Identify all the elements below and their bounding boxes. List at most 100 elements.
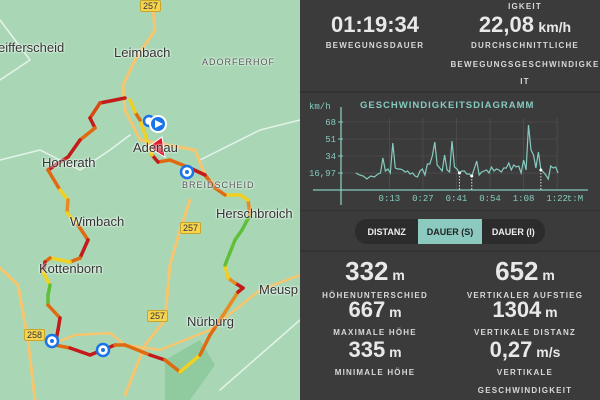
road-258 — [0, 266, 37, 400]
stat-value: 335 m — [300, 337, 450, 363]
stat-value: 332 m — [300, 256, 450, 287]
route-segment — [156, 158, 172, 164]
route-segment — [58, 188, 70, 202]
route-segment — [48, 256, 72, 264]
stat-unit: m — [388, 267, 405, 283]
speed-chart[interactable]: GESCHWINDIGKEITSDIAGRAMM km/h 0:13 0:27 0:… — [300, 95, 600, 210]
road-shield: 257 — [147, 310, 169, 322]
stat-value: 0,27 m/s — [450, 337, 600, 363]
forest — [165, 340, 215, 400]
route-segment — [66, 138, 82, 159]
place-label: Honerath — [42, 155, 96, 170]
stat-unit: m — [538, 267, 555, 283]
x-tick-label: 0:41 — [446, 194, 468, 204]
divider — [300, 210, 600, 211]
stat-number: 0,27 — [489, 337, 533, 362]
route-segment — [123, 343, 152, 357]
place-label: Kottenborn — [39, 261, 103, 276]
route-segment — [246, 198, 252, 217]
avg-speed-label: IT — [520, 77, 530, 86]
place-label: Herschbroich — [216, 206, 293, 221]
x-tick-label: 1:22 — [546, 194, 568, 204]
segment-distance[interactable]: DISTANZ — [367, 226, 406, 237]
stat-label: HÖHENUNTERSCHIED — [322, 291, 428, 300]
stat-unit: m — [541, 304, 558, 320]
stat-unit: m — [385, 304, 402, 320]
avg-speed-unit: km/h — [538, 19, 572, 35]
segment-duration-i[interactable]: DAUER (I) — [491, 226, 535, 237]
route-segment — [46, 168, 62, 192]
y-tick-label: 34 — [325, 152, 336, 162]
duration-label: BEWEGUNGSDAUER — [325, 41, 425, 50]
route-segment — [128, 98, 137, 114]
place-label: Meusp — [259, 282, 299, 297]
place-label: Wimbach — [70, 214, 125, 229]
route-segment — [88, 101, 102, 120]
route-segment — [163, 358, 182, 374]
route-segment — [213, 186, 227, 197]
stat-label: VERTIKALE — [496, 368, 554, 377]
x-tick-label: 0:27 — [412, 194, 434, 204]
stat-number: 332 — [345, 256, 389, 286]
stat-number: 335 — [348, 337, 386, 362]
position-arrow-icon — [147, 136, 166, 158]
segment-duration-s[interactable]: DAUER (S) — [418, 219, 482, 244]
place-label: Leimbach — [114, 45, 171, 60]
target-marker — [44, 333, 60, 349]
stat-unit: m — [385, 344, 402, 360]
duration-stat: 01:19:34 — [300, 12, 450, 38]
route-segment — [218, 290, 240, 322]
place-label: ADORFERHOF — [202, 57, 275, 67]
y-axis-label: km/h — [309, 102, 331, 112]
avg-speed-stat: 22,08 km/h — [450, 12, 600, 38]
road-shield: 258 — [24, 329, 46, 341]
x-axis-mode-toggle[interactable]: DISTANZ DAUER (S) DAUER (I) — [355, 219, 545, 244]
route-map[interactable]: eifferscheid Leimbach ADORFERHOF Adenau … — [0, 0, 300, 400]
road — [0, 134, 131, 171]
avg-speed-label: BEWEGUNGSGESCHWINDIGKE — [450, 60, 600, 69]
y-tick-label: 16,97 — [309, 169, 336, 179]
route-segment — [78, 126, 97, 142]
route-segment — [88, 116, 97, 130]
road-257 — [121, 0, 217, 187]
divider — [300, 250, 600, 252]
place-label: Adenau — [133, 140, 178, 155]
route-segment — [198, 333, 212, 357]
stat-label: MAXIMALE HÖHE — [333, 328, 417, 337]
route-segment — [76, 223, 90, 242]
stat-label: GESCHWINDIGKEIT — [477, 386, 573, 395]
route-segment — [203, 173, 217, 190]
road — [0, 19, 31, 81]
y-tick-label: 68 — [325, 118, 336, 128]
route-segment — [68, 256, 82, 264]
route-segment — [233, 228, 244, 242]
divider — [300, 91, 600, 93]
route-segment — [178, 353, 202, 374]
play-icon — [155, 120, 163, 128]
place-label: Nürburg — [187, 314, 234, 329]
stat-label: VERTIKALE DISTANZ — [473, 328, 577, 337]
route-segment — [46, 303, 62, 320]
stat-value: 652 m — [450, 256, 600, 287]
track-route — [41, 96, 252, 374]
stat-label: VERTIKALER AUFSTIEG — [466, 291, 584, 300]
data-point-marker — [539, 168, 543, 172]
route-segment — [240, 213, 252, 232]
data-point-marker — [470, 174, 474, 178]
target-marker — [95, 342, 111, 358]
avg-speed-label: DURCHSCHNITTLICHE — [471, 41, 579, 50]
duration-value: 01:19:34 — [330, 12, 420, 37]
x-axis-label: t:M — [567, 194, 583, 204]
route-segment — [223, 263, 230, 280]
stat-value: 667 m — [300, 297, 450, 323]
y-tick-label: 51 — [325, 135, 336, 145]
route-segment — [46, 155, 70, 172]
speed-series-line — [355, 124, 559, 181]
stat-number: 652 — [495, 256, 539, 286]
x-tick-label: 0:13 — [379, 194, 401, 204]
overflow-label: IGKEIT — [508, 2, 542, 11]
chart-title: GESCHWINDIGKEITSDIAGRAMM — [360, 100, 534, 111]
avg-speed-value: 22,08 — [478, 12, 534, 37]
stat-number: 1304 — [492, 297, 542, 322]
road — [48, 273, 300, 352]
